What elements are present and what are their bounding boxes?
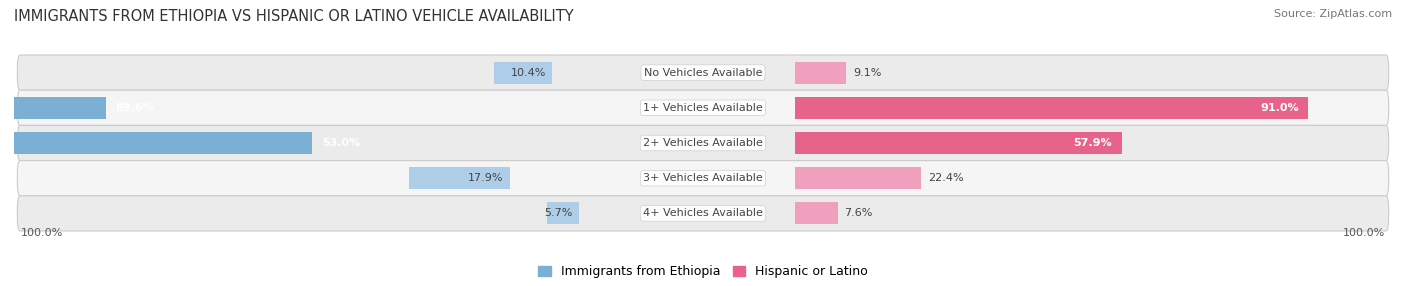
FancyBboxPatch shape xyxy=(17,125,1389,161)
Text: 89.6%: 89.6% xyxy=(115,103,155,113)
Text: 1+ Vehicles Available: 1+ Vehicles Available xyxy=(643,103,763,113)
FancyBboxPatch shape xyxy=(17,55,1389,90)
Bar xyxy=(794,132,1122,154)
Bar xyxy=(13,132,312,154)
Legend: Immigrants from Ethiopia, Hispanic or Latino: Immigrants from Ethiopia, Hispanic or La… xyxy=(533,260,873,283)
Bar xyxy=(494,62,553,84)
FancyBboxPatch shape xyxy=(17,161,1389,196)
Text: 4+ Vehicles Available: 4+ Vehicles Available xyxy=(643,208,763,219)
Bar xyxy=(794,62,846,84)
FancyBboxPatch shape xyxy=(17,196,1389,231)
Bar xyxy=(794,167,921,189)
Bar xyxy=(547,202,579,224)
Text: 9.1%: 9.1% xyxy=(853,67,882,78)
Text: 22.4%: 22.4% xyxy=(928,173,963,183)
Text: No Vehicles Available: No Vehicles Available xyxy=(644,67,762,78)
Text: 7.6%: 7.6% xyxy=(845,208,873,219)
Text: 2+ Vehicles Available: 2+ Vehicles Available xyxy=(643,138,763,148)
Bar xyxy=(794,202,838,224)
Bar xyxy=(794,97,1309,119)
FancyBboxPatch shape xyxy=(17,90,1389,125)
Bar xyxy=(0,97,105,119)
Text: 10.4%: 10.4% xyxy=(510,67,546,78)
Text: 100.0%: 100.0% xyxy=(1343,228,1385,238)
Text: 53.0%: 53.0% xyxy=(322,138,360,148)
Text: IMMIGRANTS FROM ETHIOPIA VS HISPANIC OR LATINO VEHICLE AVAILABILITY: IMMIGRANTS FROM ETHIOPIA VS HISPANIC OR … xyxy=(14,9,574,23)
Text: 91.0%: 91.0% xyxy=(1260,103,1299,113)
Text: Source: ZipAtlas.com: Source: ZipAtlas.com xyxy=(1274,9,1392,19)
Text: 57.9%: 57.9% xyxy=(1073,138,1112,148)
Bar xyxy=(409,167,510,189)
Text: 5.7%: 5.7% xyxy=(544,208,572,219)
Text: 17.9%: 17.9% xyxy=(468,173,503,183)
Text: 100.0%: 100.0% xyxy=(21,228,63,238)
Text: 3+ Vehicles Available: 3+ Vehicles Available xyxy=(643,173,763,183)
